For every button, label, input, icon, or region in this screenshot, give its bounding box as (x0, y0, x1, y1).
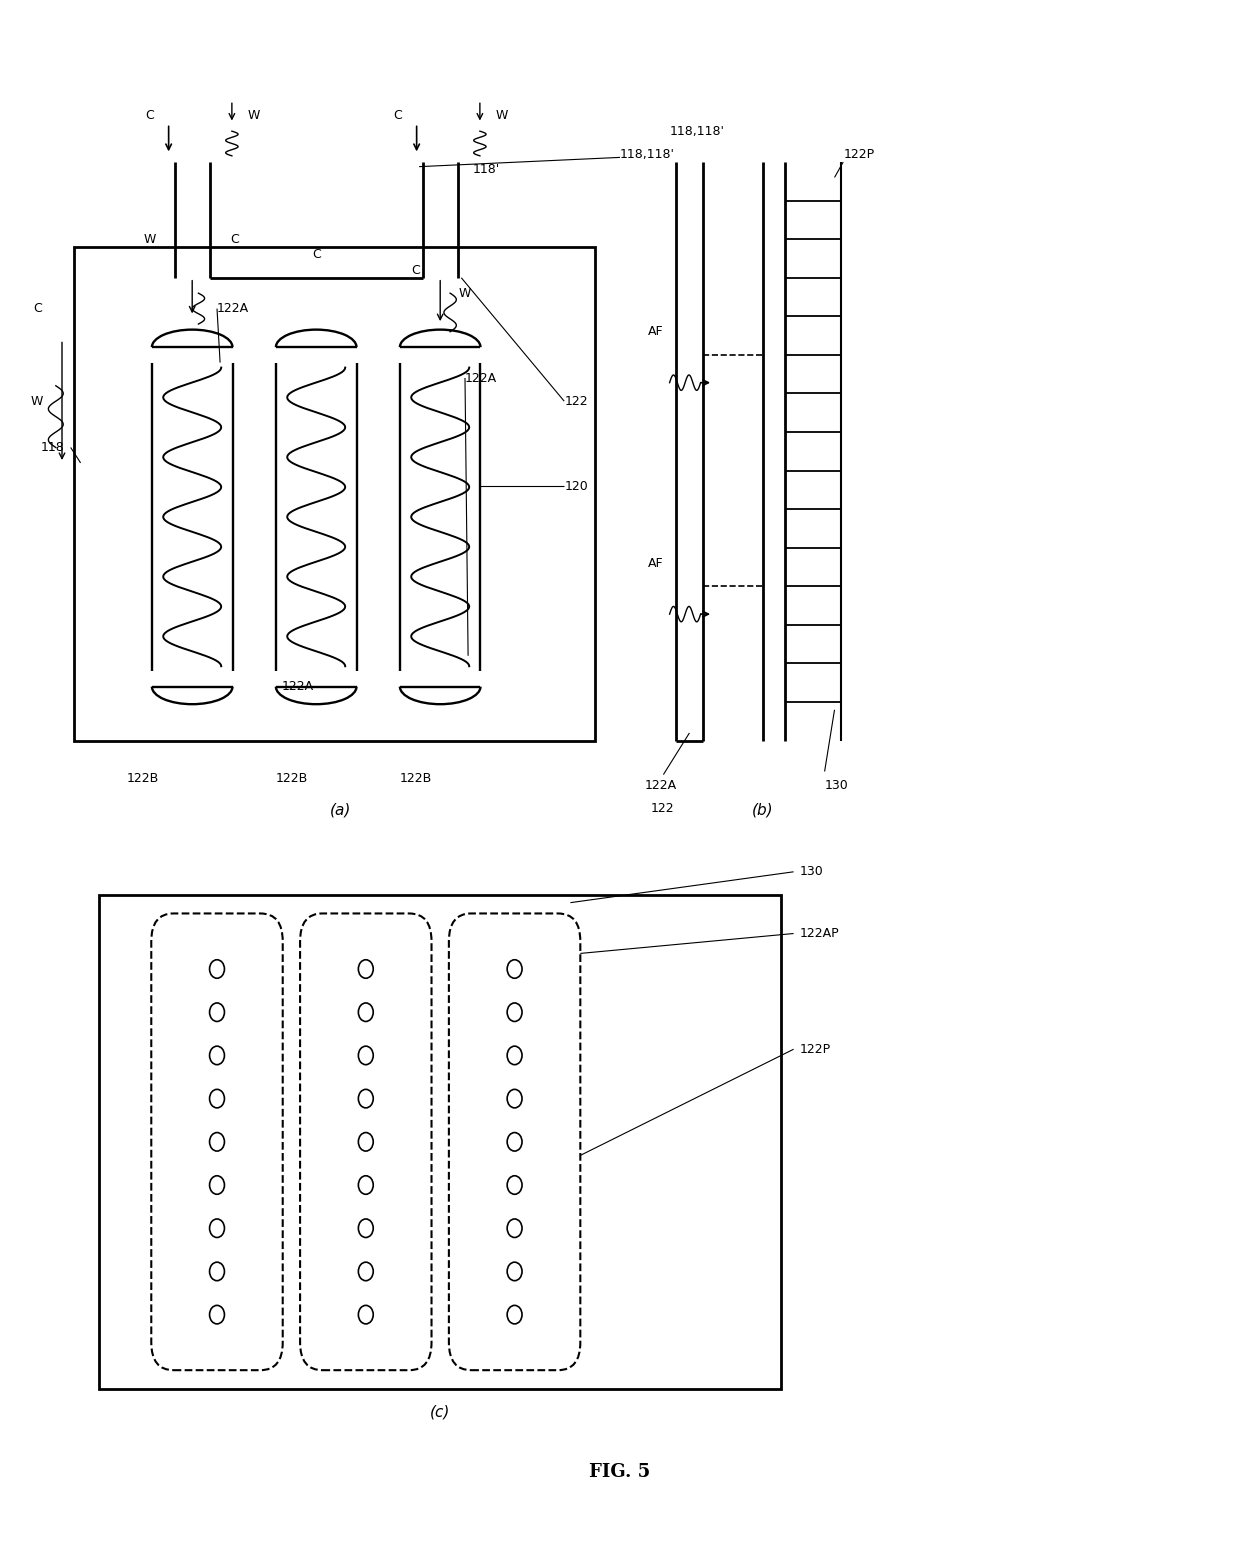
Text: 122B: 122B (275, 772, 308, 784)
FancyBboxPatch shape (449, 913, 580, 1370)
Text: 118: 118 (41, 441, 64, 454)
Text: W: W (496, 110, 508, 122)
Bar (74, 247, 595, 741)
Text: W: W (31, 395, 43, 407)
Text: 118': 118' (472, 164, 500, 176)
FancyBboxPatch shape (151, 913, 283, 1370)
Text: 120: 120 (564, 480, 588, 492)
Text: (b): (b) (751, 802, 774, 818)
Text: AF: AF (647, 557, 663, 569)
Text: 122P: 122P (800, 1043, 831, 1055)
Text: 130: 130 (800, 866, 823, 878)
Text: 122A: 122A (465, 372, 497, 384)
Text: 122P: 122P (843, 148, 874, 160)
Text: W: W (248, 110, 260, 122)
Text: 130: 130 (825, 779, 848, 792)
Text: W: W (144, 233, 156, 245)
Text: C: C (145, 110, 155, 122)
Text: 118,118': 118,118' (620, 148, 675, 160)
Bar (99, 895, 781, 1389)
Text: (c): (c) (430, 1404, 450, 1420)
Text: W: W (459, 287, 471, 299)
Text: C: C (32, 302, 42, 315)
Text: (a): (a) (330, 802, 352, 818)
Text: 122A: 122A (217, 302, 249, 315)
Text: 122AP: 122AP (800, 927, 839, 940)
Text: 122A: 122A (645, 779, 677, 792)
Text: 118,118': 118,118' (670, 125, 724, 137)
Text: 122A: 122A (283, 680, 314, 693)
Text: C: C (393, 110, 403, 122)
Text: C: C (229, 233, 239, 245)
Text: FIG. 5: FIG. 5 (589, 1463, 651, 1481)
Text: 122B: 122B (399, 772, 432, 784)
FancyBboxPatch shape (300, 913, 432, 1370)
Text: 122: 122 (651, 802, 675, 815)
Text: AF: AF (647, 326, 663, 338)
Text: 122B: 122B (126, 772, 159, 784)
Text: C: C (311, 248, 321, 261)
Text: C: C (410, 264, 420, 276)
Text: 122: 122 (564, 395, 588, 407)
